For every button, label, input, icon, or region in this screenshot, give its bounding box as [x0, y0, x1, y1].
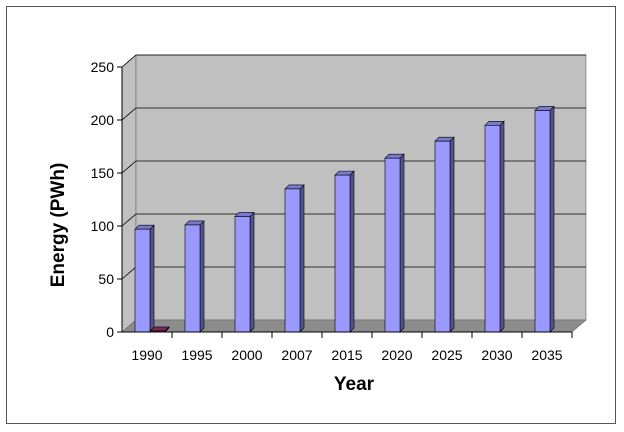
bar-side [399, 153, 405, 333]
bar [184, 220, 205, 333]
bar [384, 153, 405, 333]
bar-front [284, 188, 301, 333]
y-axis-title: Energy (PWh) [48, 163, 69, 288]
bar-side [349, 170, 355, 333]
gridline [121, 54, 586, 68]
bar-front [534, 110, 551, 333]
y-tick-labels: 0 50 100 150 200 250 [91, 59, 123, 340]
bar-front [384, 157, 401, 333]
bar-side [449, 136, 455, 333]
bar [134, 224, 155, 333]
x-tick-label: 1995 [181, 347, 212, 363]
x-tick-label: 2000 [231, 347, 262, 363]
x-tick-label: 2015 [331, 347, 362, 363]
y-tick-label: 50 [98, 271, 114, 287]
bar [284, 184, 305, 333]
x-axis-title: Year [334, 374, 375, 395]
bar [484, 120, 505, 333]
y-tick-label: 200 [91, 112, 115, 128]
x-tick-labels: 1990 1995 2000 2007 2015 2020 2025 2030 2035 [122, 331, 573, 363]
bar-side [199, 220, 205, 333]
bar [234, 211, 255, 333]
bar-side [549, 105, 555, 333]
bars [134, 105, 555, 333]
bar-front [434, 140, 451, 333]
bar-front [134, 228, 151, 333]
x-tick-label: 2007 [281, 347, 312, 363]
x-tick-label: 2020 [381, 347, 412, 363]
bar-side [249, 211, 255, 333]
gridline [121, 107, 586, 121]
bar-series-2 [149, 326, 170, 333]
bar [534, 105, 555, 333]
y-tick-label: 100 [91, 218, 115, 234]
x-tick-label: 1990 [131, 347, 162, 363]
side-wall [121, 54, 137, 333]
bar-front [184, 224, 201, 333]
bar-side [499, 120, 505, 333]
bar-front [484, 125, 501, 333]
bar-front [234, 216, 251, 333]
bar [334, 170, 355, 333]
x-tick-label: 2030 [481, 347, 512, 363]
bar-front [334, 174, 351, 333]
y-tick-label: 250 [91, 59, 115, 75]
bar [434, 136, 455, 333]
y-tick-label: 0 [106, 324, 114, 340]
bar-side [299, 184, 305, 333]
x-tick-label: 2025 [431, 347, 462, 363]
y-tick-label: 150 [91, 165, 115, 181]
bar-side [149, 224, 155, 333]
x-tick-label: 2035 [531, 347, 562, 363]
